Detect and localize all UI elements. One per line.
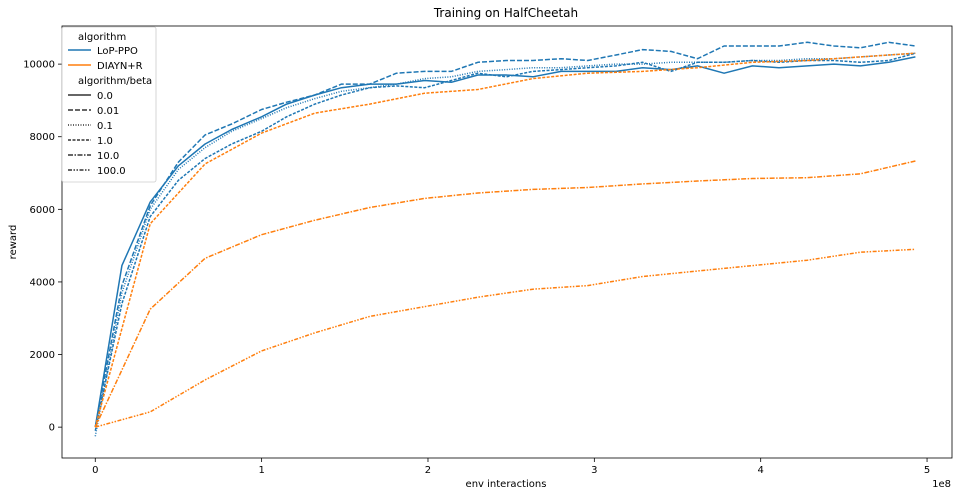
series-layer bbox=[94, 41, 916, 437]
legend-label-beta-0-01: 0.01 bbox=[97, 106, 119, 117]
x-tick-label: 2 bbox=[425, 465, 431, 476]
x-tick-label: 1 bbox=[258, 465, 264, 476]
x-tick-label: 5 bbox=[924, 465, 930, 476]
legend: algorithm LoP-PPO DIAYN+R algorithm/beta… bbox=[61, 26, 157, 183]
x-tick-label: 3 bbox=[591, 465, 597, 476]
legend-label-beta-1-0: 1.0 bbox=[97, 136, 113, 147]
y-axis-ticks: 0 2000 4000 6000 8000 10000 bbox=[23, 60, 62, 434]
x-axis-label: env interactions bbox=[466, 479, 547, 490]
series-line-lop-ppo-beta-0-0 bbox=[94, 56, 916, 428]
y-tick-label: 8000 bbox=[30, 132, 55, 143]
x-tick-label: 4 bbox=[758, 465, 764, 476]
y-tick-label: 0 bbox=[49, 423, 55, 434]
x-axis-offset-text: 1e8 bbox=[932, 479, 951, 490]
series-line-diayn-r-beta-100-0 bbox=[95, 248, 916, 428]
legend-label-lop-ppo: LoP-PPO bbox=[97, 46, 138, 57]
y-tick-label: 10000 bbox=[23, 60, 55, 71]
series-line-lop-ppo-beta-1-0 bbox=[94, 52, 916, 431]
chart-title: Training on HalfCheetah bbox=[433, 6, 578, 20]
y-tick-label: 4000 bbox=[30, 277, 55, 288]
legend-label-beta-0-0: 0.0 bbox=[97, 91, 113, 102]
legend-hue-title: algorithm bbox=[78, 32, 126, 43]
legend-label-beta-0-1: 0.1 bbox=[97, 121, 113, 132]
series-line-diayn-r-beta-1-0 bbox=[94, 52, 916, 428]
series-line-lop-ppo-beta-0-01 bbox=[94, 41, 916, 428]
x-axis-ticks: 0 1 2 3 4 5 bbox=[92, 458, 930, 476]
plot-frame bbox=[61, 25, 953, 459]
y-tick-label: 6000 bbox=[30, 205, 55, 216]
legend-style-title: algorithm/beta bbox=[78, 76, 152, 87]
legend-label-diayn-r: DIAYN+R bbox=[97, 61, 143, 72]
series-line-lop-ppo-beta-0-1 bbox=[94, 52, 916, 437]
y-tick-label: 2000 bbox=[30, 350, 55, 361]
legend-label-beta-100-0: 100.0 bbox=[97, 166, 126, 177]
x-tick-label: 0 bbox=[92, 465, 98, 476]
y-axis-label: reward bbox=[8, 225, 19, 260]
series-line-diayn-r-beta-10-0 bbox=[94, 160, 916, 428]
legend-label-beta-10-0: 10.0 bbox=[97, 151, 119, 162]
